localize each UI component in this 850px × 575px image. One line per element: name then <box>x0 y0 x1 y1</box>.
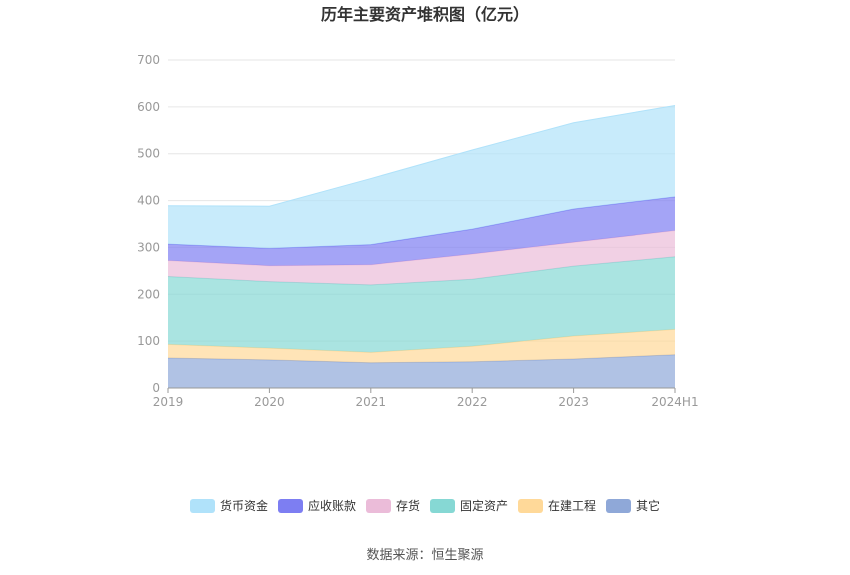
legend-item[interactable]: 存货 <box>366 498 420 513</box>
legend-label: 货币资金 <box>220 498 268 513</box>
axes: 0 100 200 300 400 500 600 700 2019 2020 2021 2022 20… <box>137 53 699 409</box>
data-source: 数据来源：恒生聚源 <box>366 548 483 563</box>
area-line-6 <box>167 104 676 207</box>
legend-label: 存货 <box>396 498 420 513</box>
y-tick-label: 300 <box>137 240 160 254</box>
area-6 <box>168 105 675 249</box>
x-tick-label: 2023 <box>558 395 589 409</box>
y-tick-label: 100 <box>137 334 160 348</box>
area-1 <box>168 354 675 388</box>
legend-label: 应收账款 <box>308 498 356 513</box>
y-tick-label: 700 <box>137 53 160 67</box>
x-tick-label: 2021 <box>356 395 387 409</box>
y-tick-label: 500 <box>137 147 160 161</box>
area-4 <box>168 230 675 285</box>
legend-swatch <box>190 499 215 513</box>
legend-item[interactable]: 在建工程 <box>518 498 596 513</box>
legend-item[interactable]: 应收账款 <box>278 498 356 513</box>
y-tick-label: 400 <box>137 194 160 208</box>
legend-item[interactable]: 货币资金 <box>190 498 268 513</box>
area-3 <box>168 256 675 353</box>
x-tick-label: 2022 <box>457 395 488 409</box>
area-series <box>167 104 676 388</box>
legend: 货币资金 应收账款 存货 固定资产 在建工程 其它 <box>190 498 660 513</box>
legend-item[interactable]: 固定资产 <box>430 498 508 513</box>
legend-swatch <box>278 499 303 513</box>
y-tick-label: 600 <box>137 100 160 114</box>
legend-item[interactable]: 其它 <box>606 498 660 513</box>
legend-label: 在建工程 <box>548 498 596 513</box>
legend-swatch <box>430 499 455 513</box>
legend-swatch <box>366 499 391 513</box>
x-tick-label: 2019 <box>153 395 184 409</box>
legend-label: 固定资产 <box>460 498 508 513</box>
y-tick-label: 200 <box>137 287 160 301</box>
chart-title: 历年主要资产堆积图（亿元） <box>321 5 529 24</box>
y-tick-label: 0 <box>152 381 160 395</box>
legend-swatch <box>606 499 631 513</box>
legend-swatch <box>518 499 543 513</box>
x-tick-label: 2024H1 <box>651 395 698 409</box>
area-2 <box>168 329 675 363</box>
legend-label: 其它 <box>636 498 660 513</box>
x-tick-label: 2020 <box>254 395 285 409</box>
